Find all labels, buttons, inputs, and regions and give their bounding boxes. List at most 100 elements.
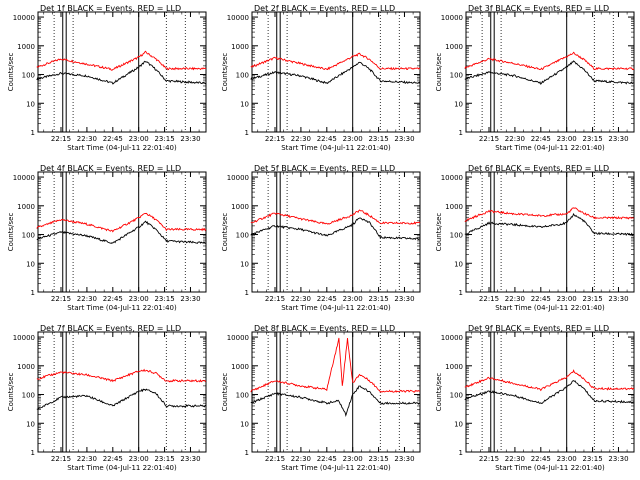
y-tick-label: 1000 — [17, 203, 35, 211]
plot-frame — [251, 11, 421, 133]
y-tick-label: 1 — [31, 449, 35, 457]
x-tick-label: 22:15 — [479, 135, 499, 143]
panel-title: Det 1f BLACK = Events, RED = LLD — [40, 4, 181, 13]
series-events — [250, 217, 420, 241]
x-tick-label: 22:15 — [265, 455, 285, 463]
y-tick-label: 1000 — [445, 43, 463, 51]
series-lld — [464, 369, 635, 392]
x-tick-label: 22:30 — [505, 135, 525, 143]
y-tick-label: 1 — [459, 449, 463, 457]
x-tick-label: 22:15 — [51, 295, 71, 303]
y-tick-label: 1000 — [231, 363, 249, 371]
y-axis-label: Counts/sec — [221, 213, 229, 252]
x-tick-label: 22:30 — [291, 135, 311, 143]
x-tick-label: 22:15 — [479, 455, 499, 463]
y-axis-label: Counts/sec — [7, 213, 15, 252]
y-tick-label: 100 — [236, 72, 249, 80]
y-tick-label: 1 — [245, 289, 249, 297]
y-tick-label: 1 — [245, 449, 249, 457]
y-tick-label: 100 — [450, 232, 463, 240]
series-events — [464, 60, 635, 85]
x-axis-label: Start Time (04-Jul-11 22:01:40) — [281, 144, 391, 152]
y-tick-label: 10000 — [13, 14, 35, 22]
x-axis-label: Start Time (04-Jul-11 22:01:40) — [281, 304, 391, 312]
x-axis-label: Start Time (04-Jul-11 22:01:40) — [495, 464, 605, 472]
x-tick-label: 23:00 — [343, 295, 363, 303]
y-tick-label: 10 — [26, 100, 35, 108]
x-tick-label: 23:15 — [154, 135, 174, 143]
series-events — [464, 212, 634, 237]
x-tick-label: 22:30 — [77, 295, 97, 303]
y-tick-label: 10000 — [13, 334, 35, 342]
panel-title: Det 5f BLACK = Events, RED = LLD — [254, 164, 395, 173]
x-tick-label: 23:30 — [180, 135, 200, 143]
x-tick-label: 23:15 — [368, 135, 388, 143]
y-tick-label: 1 — [459, 129, 463, 137]
y-tick-label: 100 — [236, 232, 249, 240]
series-lld — [250, 209, 421, 225]
x-tick-label: 23:15 — [582, 135, 602, 143]
y-tick-label: 100 — [22, 72, 35, 80]
plot-frame — [465, 171, 635, 293]
x-tick-label: 22:30 — [505, 455, 525, 463]
x-tick-label: 23:00 — [343, 135, 363, 143]
y-tick-label: 100 — [236, 392, 249, 400]
x-tick-label: 23:15 — [368, 295, 388, 303]
x-tick-label: 22:30 — [505, 295, 525, 303]
x-axis-label: Start Time (04-Jul-11 22:01:40) — [495, 304, 605, 312]
x-tick-label: 22:30 — [77, 455, 97, 463]
plot-frame — [465, 11, 635, 133]
series-lld — [464, 207, 634, 222]
x-tick-label: 23:00 — [343, 455, 363, 463]
y-tick-label: 1 — [245, 129, 249, 137]
series-events — [36, 388, 207, 410]
x-tick-label: 23:00 — [557, 455, 577, 463]
y-tick-label: 10000 — [227, 334, 249, 342]
x-tick-label: 22:15 — [51, 455, 71, 463]
x-tick-label: 23:00 — [557, 135, 577, 143]
x-tick-label: 23:00 — [129, 295, 149, 303]
y-tick-label: 100 — [450, 72, 463, 80]
y-tick-label: 1 — [31, 129, 35, 137]
y-axis-label: Counts/sec — [221, 53, 229, 92]
plot-frame — [465, 331, 635, 453]
x-axis-label: Start Time (04-Jul-11 22:01:40) — [67, 144, 177, 152]
panel-1: Det 1f BLACK = Events, RED = LLD 1 10 100 10… — [7, 4, 207, 152]
y-tick-label: 1000 — [231, 203, 249, 211]
y-tick-label: 10000 — [441, 174, 463, 182]
y-tick-label: 10 — [26, 420, 35, 428]
x-tick-label: 22:15 — [265, 135, 285, 143]
series-events — [464, 380, 635, 405]
panel-title: Det 8f BLACK = Events, RED = LLD — [254, 324, 395, 333]
panel-3: Det 3f BLACK = Events, RED = LLD 1 10 100 10… — [435, 4, 635, 152]
x-tick-label: 22:45 — [531, 135, 551, 143]
panel-title: Det 6f BLACK = Events, RED = LLD — [468, 164, 609, 173]
y-tick-label: 10 — [240, 260, 249, 268]
x-tick-label: 22:45 — [103, 295, 123, 303]
x-tick-label: 22:15 — [479, 295, 499, 303]
x-tick-label: 23:15 — [582, 295, 602, 303]
x-axis-label: Start Time (04-Jul-11 22:01:40) — [67, 304, 177, 312]
x-tick-label: 23:30 — [608, 455, 628, 463]
x-tick-label: 22:30 — [291, 295, 311, 303]
x-tick-label: 22:45 — [317, 295, 337, 303]
y-axis-label: Counts/sec — [435, 53, 443, 92]
x-tick-label: 23:15 — [154, 455, 174, 463]
x-tick-label: 23:30 — [180, 455, 200, 463]
y-tick-label: 10 — [454, 260, 463, 268]
panel-title: Det 9f BLACK = Events, RED = LLD — [468, 324, 609, 333]
series-lld — [36, 212, 207, 233]
x-tick-label: 23:30 — [394, 135, 414, 143]
panel-4: Det 4f BLACK = Events, RED = LLD 1 10 100 10… — [7, 164, 207, 312]
y-tick-label: 1000 — [17, 43, 35, 51]
x-tick-label: 23:30 — [608, 135, 628, 143]
y-tick-label: 10 — [454, 100, 463, 108]
panel-title: Det 7f BLACK = Events, RED = LLD — [40, 324, 181, 333]
y-axis-label: Counts/sec — [435, 373, 443, 412]
x-tick-label: 22:45 — [103, 135, 123, 143]
series-events — [250, 385, 421, 417]
y-tick-label: 10000 — [227, 14, 249, 22]
x-tick-label: 22:45 — [317, 135, 337, 143]
y-tick-label: 1 — [31, 289, 35, 297]
